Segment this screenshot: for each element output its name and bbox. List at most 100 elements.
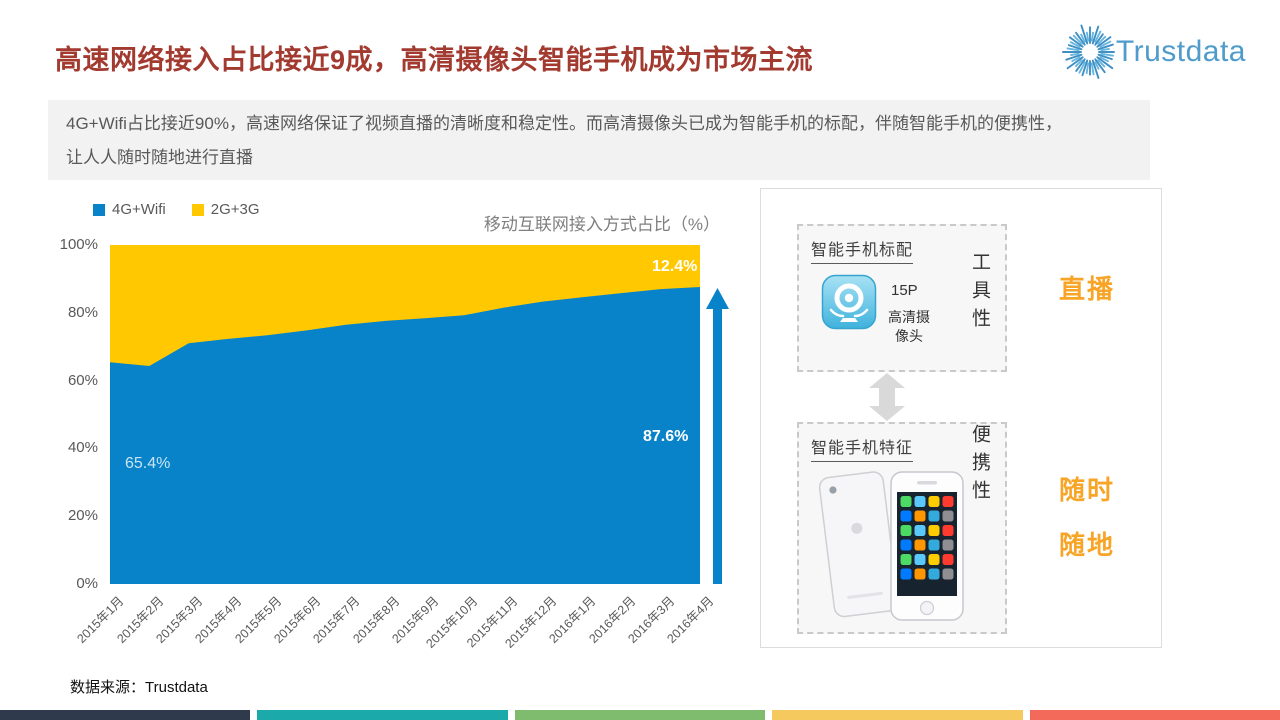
smartphone-standard-box: 智能手机标配 15P 高清摄像头 工具性: [797, 224, 1007, 372]
logo-text: Trustdata: [1115, 35, 1246, 68]
logo-ray: [1069, 41, 1081, 48]
app-icon: [900, 539, 912, 551]
legend-label: 4G+Wifi: [112, 201, 166, 218]
app-icon: [914, 554, 926, 565]
chart-legend: 4G+Wifi 2G+3G: [93, 201, 260, 218]
logo-ray: [1071, 56, 1081, 63]
y-axis-label: 100%: [59, 236, 98, 253]
bottom-color-bars: [0, 710, 1280, 720]
app-icon: [942, 539, 954, 551]
summary-line-1: 4G+Wifi占比接近90%，高速网络保证了视频直播的清晰度和稳定性。而高清摄像…: [66, 114, 1062, 133]
legend-item: 4G+Wifi: [93, 201, 166, 218]
y-axis-label: 40%: [67, 439, 98, 457]
app-icon: [942, 496, 954, 507]
logo-ray: [1068, 36, 1084, 48]
logo-ray: [1094, 30, 1102, 43]
series-area-4gwifi: [110, 287, 700, 584]
logo-ray: [1085, 62, 1090, 75]
app-icon: [914, 539, 926, 551]
app-icon: [914, 510, 926, 522]
trustdata-logo: Trustdata: [1058, 20, 1246, 84]
logo-ray: [1090, 31, 1094, 42]
y-axis-label: 80%: [67, 303, 98, 321]
camera-spec-mp: 15P: [891, 282, 918, 299]
app-icon: [900, 554, 912, 565]
keyword-anytime: 随时: [1059, 475, 1116, 505]
logo-ray: [1075, 58, 1086, 72]
logo-ray: [1066, 47, 1080, 52]
trait-portable: 便携性: [969, 424, 990, 508]
logo-ray: [1074, 59, 1083, 68]
app-icon: [928, 525, 940, 536]
double-arrow-icon: [869, 373, 905, 421]
data-label-end-blue: 87.6%: [643, 428, 689, 445]
starburst-icon: [1061, 24, 1115, 79]
legend-label: 2G+3G: [210, 201, 260, 218]
keyword-live: 直播: [1059, 274, 1116, 304]
legend-item: 2G+3G: [191, 201, 260, 218]
logo-ray: [1099, 40, 1112, 48]
page-title: 高速网络接入占比接近9成，高清摄像头智能手机成为市场主流: [55, 45, 814, 75]
app-icon: [900, 496, 912, 507]
app-icon: [900, 525, 912, 536]
logo-ray: [1066, 56, 1084, 70]
app-icon: [928, 510, 940, 522]
footer-bar-segment: [514, 710, 766, 720]
logo-ray: [1097, 53, 1113, 61]
side-panel: 智能手机标配 15P 高清摄像头 工具性 智能手机特: [760, 188, 1162, 648]
data-label-start: 65.4%: [125, 455, 171, 472]
logo-ray: [1100, 52, 1114, 57]
summary-box: 4G+Wifi占比接近90%，高速网络保证了视频直播的清晰度和稳定性。而高清摄像…: [48, 100, 1150, 180]
camera-spec-name: 高清摄像头: [888, 309, 930, 344]
logo-ray: [1090, 62, 1095, 76]
y-axis-label: 60%: [67, 371, 98, 389]
logo-ray: [1080, 33, 1086, 43]
app-icon: [942, 568, 954, 580]
legend-swatch-icon: [93, 203, 105, 216]
keyword-anywhere: 随地: [1059, 530, 1116, 560]
footer-bar-segment: [257, 710, 508, 720]
app-icon: [942, 510, 954, 522]
iphone-image: [818, 471, 964, 621]
app-icon: [928, 554, 940, 565]
logo-ray: [1097, 35, 1107, 45]
logo-ray: [1097, 43, 1114, 51]
summary-line-2: 让人人随时随地进行直播: [66, 148, 253, 167]
chart-title: 移动互联网接入方式占比（%）: [483, 215, 720, 234]
legend-swatch-icon: [191, 203, 204, 216]
logo-ray: [1091, 59, 1100, 79]
logo-ray: [1069, 52, 1080, 56]
app-icon: [914, 496, 926, 507]
smartphone-feature-box: 智能手机特征 便携性: [797, 422, 1007, 634]
data-label-end-yellow: 12.4%: [652, 258, 698, 275]
app-icon: [928, 568, 940, 580]
logo-ray: [1097, 59, 1106, 68]
logo-ray: [1065, 53, 1083, 61]
webcam-icon: [821, 274, 877, 330]
box-bottom-title: 智能手机特征: [811, 434, 914, 462]
logo-ray: [1096, 56, 1114, 70]
app-icon: [942, 554, 954, 565]
box-top-title: 智能手机标配: [811, 236, 914, 264]
logo-ray: [1067, 44, 1083, 51]
logo-ray: [1091, 25, 1100, 45]
footer-bar-segment: [0, 710, 251, 720]
logo-ray: [1096, 36, 1112, 48]
logo-ray: [1094, 61, 1100, 70]
logo-ray: [1085, 31, 1090, 42]
app-icon: [914, 525, 926, 536]
app-icon: [900, 510, 912, 522]
logo-ray: [1100, 48, 1110, 52]
trait-tool: 工具性: [969, 252, 990, 336]
logo-ray: [1078, 61, 1086, 74]
data-source: 数据来源：Trustdata: [70, 679, 208, 696]
footer-bar-segment: [772, 710, 1023, 720]
app-icon: [900, 568, 912, 580]
logo-ray: [1081, 59, 1089, 77]
y-axis-label: 20%: [67, 507, 98, 525]
app-icon: [942, 525, 954, 536]
logo-ray: [1099, 56, 1109, 63]
app-icon: [928, 496, 940, 507]
app-icon: [914, 568, 926, 580]
